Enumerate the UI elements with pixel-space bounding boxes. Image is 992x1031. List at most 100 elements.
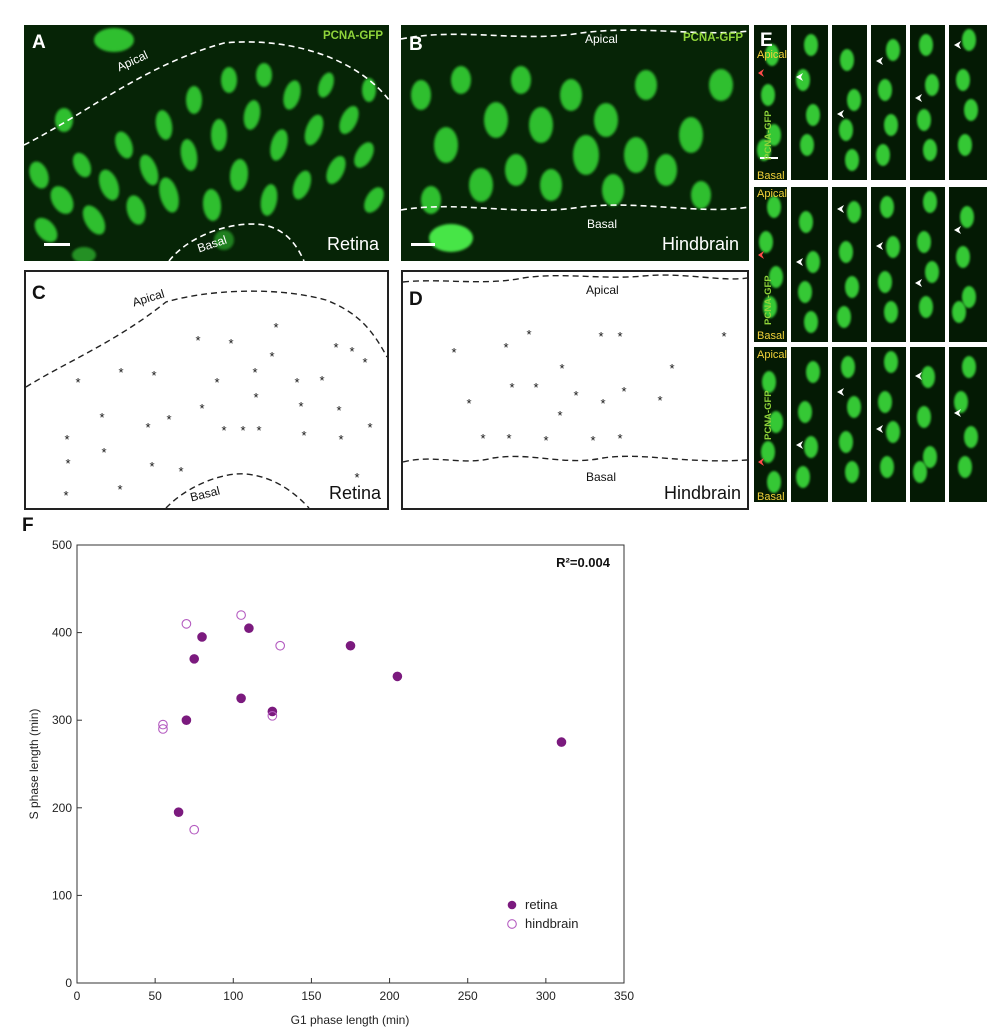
nucleus	[761, 84, 775, 106]
nucleus	[917, 109, 931, 131]
nucleus	[837, 306, 851, 328]
pcna-gfp-label-e2: PCNA-GFP	[763, 275, 774, 325]
white-arrowhead	[876, 57, 883, 65]
cell-asterisk: *	[333, 340, 338, 355]
nucleus	[765, 44, 779, 66]
basal-label-e3: Basal	[757, 491, 785, 503]
apical-label-e1: Apical	[757, 49, 787, 61]
nucleus	[804, 311, 818, 333]
nucleus	[806, 361, 820, 383]
apical-label-e3: Apical	[757, 349, 787, 361]
nucleus	[884, 351, 898, 373]
retina-point	[345, 640, 356, 651]
retina-point	[189, 654, 200, 664]
x-tick-label: 250	[458, 989, 478, 1003]
scale-bar-b	[411, 243, 435, 246]
nucleus	[919, 296, 933, 318]
nucleus	[962, 286, 976, 308]
cell-asterisk: *	[466, 396, 471, 411]
panel-b-micrograph: B PCNA-GFP Apical Basal Hindbrain	[401, 25, 749, 261]
y-tick-label: 400	[52, 626, 72, 640]
white-arrowhead	[954, 409, 961, 417]
cell-asterisk: *	[336, 403, 341, 418]
cell-asterisk: *	[451, 345, 456, 360]
cell-asterisk: *	[145, 420, 150, 435]
pcna-gfp-label-a: PCNA-GFP	[322, 30, 383, 42]
nucleus	[839, 119, 853, 141]
tissue-label-a: Retina	[326, 234, 379, 254]
tissue-label-d: Hindbrain	[663, 483, 741, 503]
nucleus	[878, 271, 892, 293]
nucleus	[763, 296, 777, 318]
hindbrain-point	[236, 610, 246, 620]
nucleus	[845, 149, 859, 171]
white-arrowhead	[796, 73, 803, 81]
cell-asterisk: *	[151, 368, 156, 383]
pcna-gfp-label-b: PCNA-GFP	[682, 32, 743, 44]
nucleus	[799, 211, 813, 233]
cell-asterisk: *	[149, 459, 154, 474]
cell-asterisk: *	[543, 433, 548, 448]
white-arrowhead	[915, 372, 922, 380]
cell-asterisk: *	[533, 380, 538, 395]
x-tick-label: 0	[74, 989, 81, 1003]
nucleus	[886, 236, 900, 258]
cell-asterisk: *	[118, 365, 123, 380]
cell-asterisk: *	[657, 393, 662, 408]
panel-d-label: D	[409, 289, 423, 310]
x-axis-label: G1 phase length (min)	[291, 1013, 410, 1027]
cell-asterisk: *	[367, 420, 372, 435]
nucleus	[769, 266, 783, 288]
hindbrain-point	[275, 640, 286, 651]
y-tick-label: 300	[52, 713, 72, 727]
nucleus	[923, 446, 937, 468]
cell-asterisk: *	[101, 445, 106, 460]
retina-point	[173, 807, 184, 817]
nucleus	[847, 89, 861, 111]
cell-asterisk: *	[256, 423, 261, 438]
x-tick-label: 300	[536, 989, 556, 1003]
x-tick-label: 100	[223, 989, 243, 1003]
x-tick-label: 50	[148, 989, 162, 1003]
cell-asterisk: *	[252, 365, 257, 380]
white-arrowhead	[876, 425, 883, 433]
retina-point	[236, 693, 246, 704]
nucleus	[952, 301, 966, 323]
cell-asterisk: *	[559, 361, 564, 376]
y-axis-label: S phase length (min)	[27, 709, 41, 820]
nucleus	[847, 396, 861, 418]
nucleus	[958, 456, 972, 478]
nucleus	[839, 241, 853, 263]
cell-asterisk: *	[64, 432, 69, 447]
nucleus	[804, 34, 818, 56]
retina-point	[392, 671, 403, 682]
panel-c-schematic: * * * * * * * * * * * * * * * * * * * * * * * * * * * * * * * * * * * C Ap…	[24, 270, 389, 510]
cell-asterisk: *	[166, 412, 171, 427]
hindbrain-point	[181, 618, 192, 629]
y-tick-label: 100	[52, 888, 72, 902]
retina-point	[181, 715, 192, 726]
x-tick-label: 150	[301, 989, 321, 1003]
white-arrowhead	[796, 441, 803, 449]
cell-asterisk: *	[590, 433, 595, 448]
retina-cells-image	[24, 28, 389, 261]
y-tick-label: 500	[52, 538, 72, 552]
cell-asterisk: *	[338, 432, 343, 447]
cell-asterisk: *	[178, 464, 183, 479]
legend-label-retina: retina	[525, 897, 558, 912]
retina-point	[197, 632, 207, 642]
x-tick-label: 350	[614, 989, 634, 1003]
cell-asterisk: *	[557, 408, 562, 423]
nucleus	[886, 39, 900, 61]
panel-d-schematic: * * * * * * * * * * * * * * * * * * * * * D Apical Basal Hin…	[401, 270, 749, 510]
cell-asterisk: *	[253, 390, 258, 405]
white-arrowhead	[837, 388, 844, 396]
nucleus	[954, 391, 968, 413]
nucleus	[876, 144, 890, 166]
panel-e: E Apical Basal Apical Basal Apical Basal…	[754, 25, 989, 509]
scale-bar-a	[44, 243, 70, 246]
nucleus	[769, 411, 783, 433]
white-arrowhead	[796, 258, 803, 266]
panel-f-label: F	[22, 515, 34, 536]
nucleus	[956, 69, 970, 91]
